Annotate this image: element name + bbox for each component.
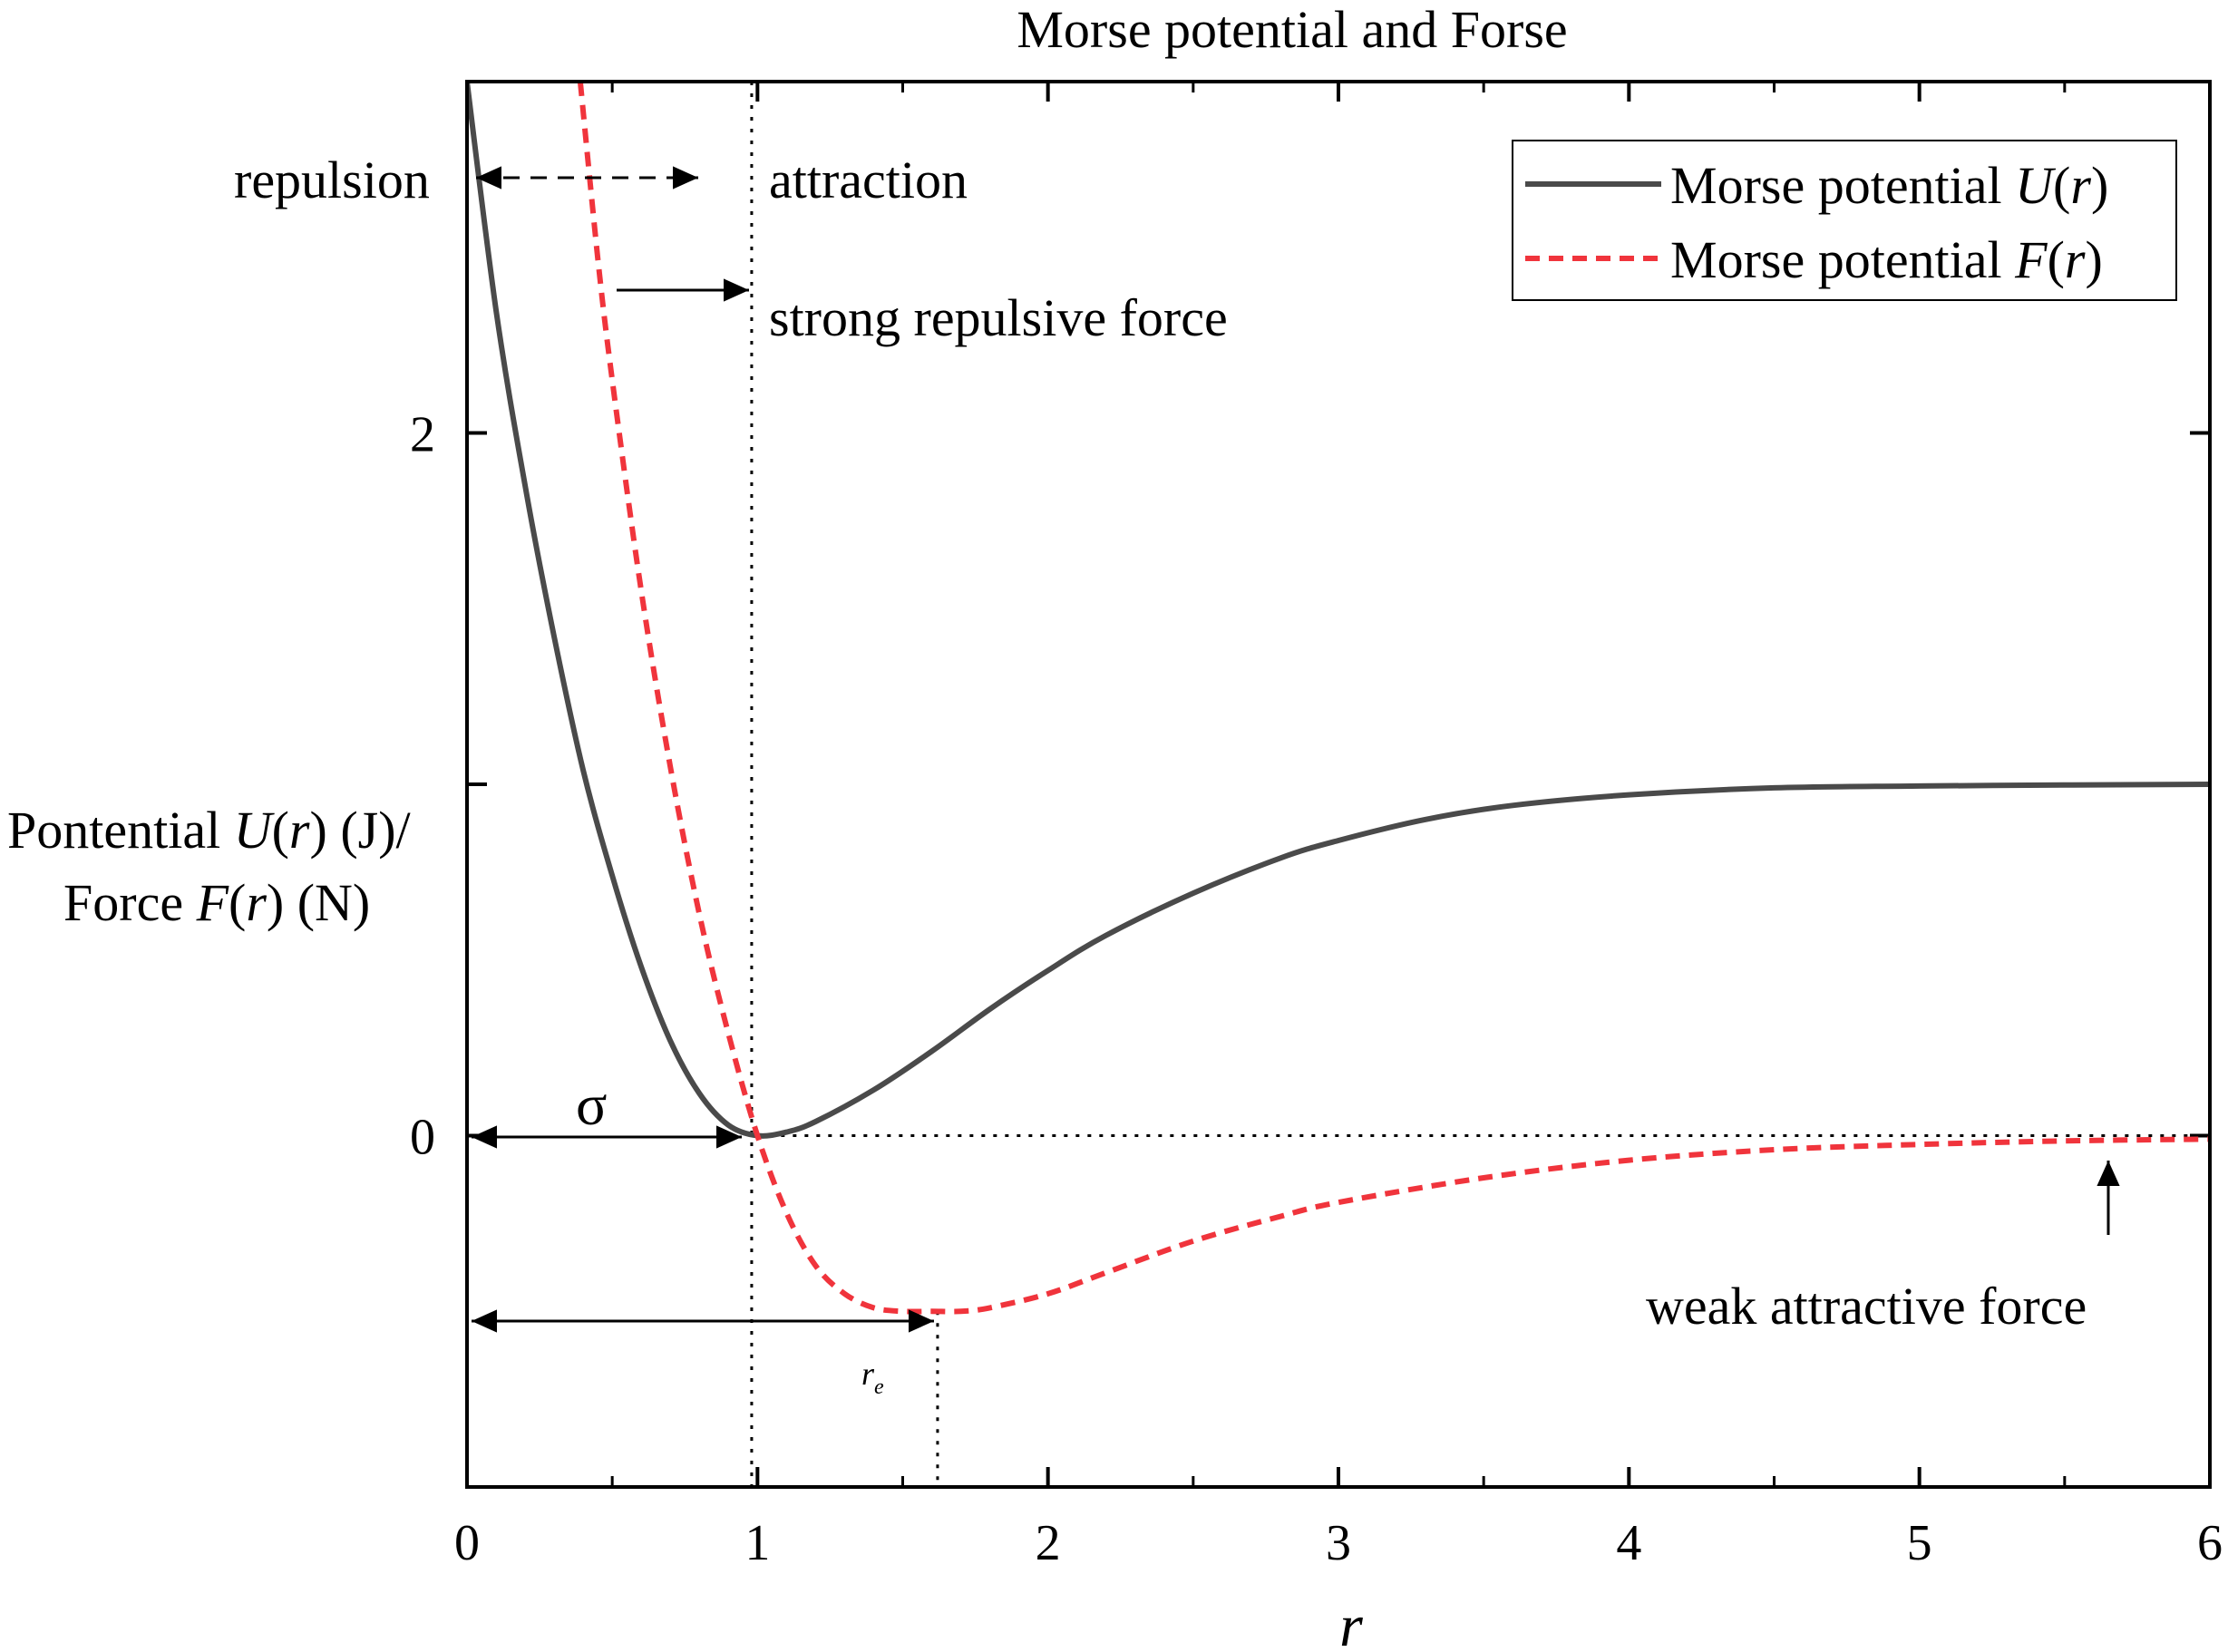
y-label-part: r	[246, 873, 267, 932]
legend: Morse potential U(r) Morse potential F(r…	[1512, 140, 2177, 301]
legend-part: )	[2091, 156, 2108, 215]
strong-repulsive-label: strong repulsive force	[769, 288, 1228, 347]
axis-ticks: 0 1 2 3 4 5 6 0 2	[410, 80, 2223, 1571]
legend-part: F	[2014, 230, 2048, 289]
y-label-part: F	[196, 873, 229, 932]
y-tick-label: 0	[410, 1110, 435, 1166]
potential-curve	[467, 82, 2210, 1139]
repulsion-label: repulsion	[234, 151, 430, 209]
weak-attractive-label: weak attractive force	[1646, 1277, 2087, 1336]
y-tick-label: 2	[410, 407, 435, 463]
y-label-part: ) (N)	[267, 873, 370, 932]
y-label-part: Pontential	[7, 801, 234, 860]
x-tick-label: 1	[744, 1515, 770, 1571]
y-axis-label-line2: Force F(r) (N)	[63, 873, 370, 932]
x-tick-label: 6	[2197, 1515, 2223, 1571]
plot-frame	[465, 80, 2212, 1489]
legend-part: (	[2053, 156, 2070, 215]
y-label-part: r	[289, 801, 310, 860]
x-tick-label: 5	[1907, 1515, 1932, 1571]
legend-part: r	[2070, 156, 2091, 215]
re-main: r	[861, 1356, 875, 1392]
attraction-label: attraction	[769, 151, 968, 209]
legend-label-force: Morse potential F(r)	[1670, 230, 2103, 289]
x-axis-label: r	[1339, 1593, 1363, 1652]
x-tick-label: 0	[454, 1515, 480, 1571]
legend-label-potential: Morse potential U(r)	[1670, 156, 2108, 215]
re-subscript: e	[874, 1375, 884, 1399]
y-label-part: (	[229, 873, 246, 932]
legend-part: Morse potential	[1670, 230, 2015, 289]
re-label: re	[861, 1356, 884, 1399]
legend-part: r	[2065, 230, 2086, 289]
y-label-part: (	[272, 801, 289, 860]
y-axis-label: Pontential U(r) (J)/	[7, 801, 412, 860]
y-label-part: Force	[63, 873, 197, 932]
legend-box	[1512, 140, 2177, 301]
legend-part: U	[2015, 156, 2057, 215]
x-tick-label: 4	[1616, 1515, 1641, 1571]
x-tick-label: 2	[1036, 1515, 1061, 1571]
x-tick-label: 3	[1326, 1515, 1351, 1571]
y-label-part: ) (J)/	[310, 801, 412, 860]
y-label-part: U	[234, 801, 276, 860]
sigma-label: σ	[576, 1073, 608, 1137]
chart-title: Morse potential and Forse	[1017, 0, 1567, 59]
legend-part: )	[2086, 230, 2103, 289]
legend-part: Morse potential	[1670, 156, 2015, 215]
legend-part: (	[2048, 230, 2065, 289]
